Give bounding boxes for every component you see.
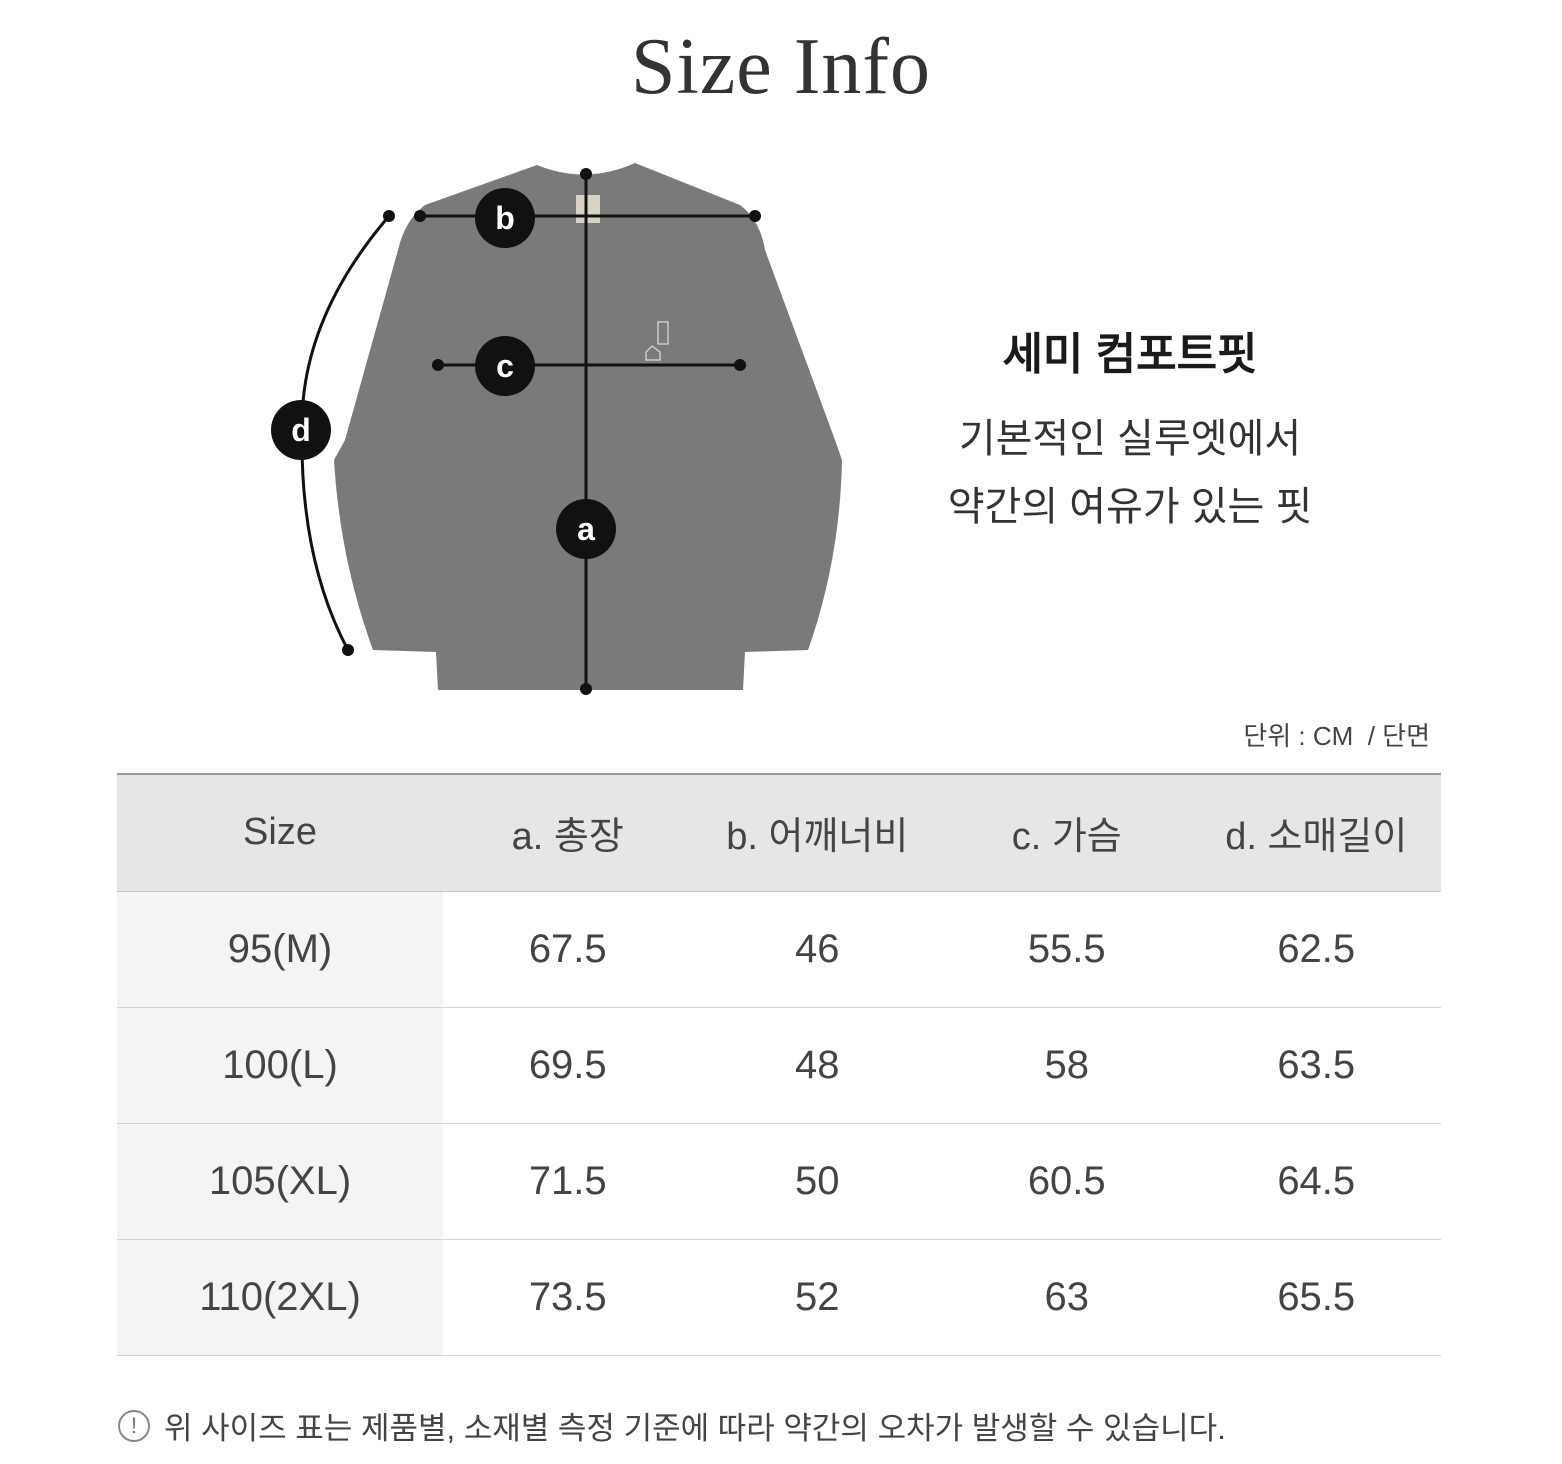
measurement-cell: 65.5 (1277, 1274, 1356, 1319)
header-chest: c. 가슴 (1011, 816, 1122, 859)
measurement-cell: 63.5 (1277, 1042, 1356, 1087)
size-diagram: b c d a (271, 163, 842, 695)
chest-logo (645, 321, 669, 361)
exclamation-circle-icon: ! (118, 1409, 150, 1442)
measurement-cell: 69.5 (528, 1042, 607, 1087)
marker-a-label: a (577, 511, 595, 547)
measurement-cell: 58 (1044, 1042, 1090, 1087)
marker-c-label: c (496, 348, 514, 384)
marker-d-label: d (291, 412, 311, 448)
size-table: Size a. 총장 b. 어깨너비 c. 가슴 d. 소매길이 95(M) 67… (117, 773, 1441, 1356)
measurement-cell: 50 (795, 1158, 840, 1203)
size-cell: 105(XL) (117, 1123, 443, 1239)
measurement-cell: 73.5 (528, 1274, 607, 1319)
marker-d (271, 400, 331, 460)
header-sleeve-length: d. 소매길이 (1225, 816, 1408, 859)
header-size: Size (243, 811, 317, 854)
table-header-row: Size a. 총장 b. 어깨너비 c. 가슴 d. 소매길이 (117, 774, 1441, 891)
fit-description-line: 약간의 여유가 있는 핏 (947, 485, 1313, 529)
size-cell: 110(2XL) (117, 1239, 443, 1355)
measurement-cell: 67.5 (528, 926, 607, 971)
fit-description: 기본적인 실루엣에서 약간의 여유가 있는 핏 (900, 405, 1360, 541)
marker-b-label: b (495, 200, 515, 236)
measurement-cell: 62.5 (1277, 926, 1356, 971)
measurement-cell: 52 (795, 1274, 840, 1319)
sweatshirt-image (334, 163, 842, 690)
table-row: 100(L) 69.5 48 58 63.5 (117, 1007, 1441, 1123)
measurement-cell: 71.5 (528, 1158, 607, 1203)
measurement-cell: 55.5 (1027, 926, 1106, 971)
marker-b (475, 188, 535, 248)
fit-name: 세미 컴포트핏 (1002, 330, 1258, 379)
marker-a (556, 499, 616, 559)
disclaimer-note: ! 위 사이즈 표는 제품별, 소재별 측정 기준에 따라 약간의 오차가 발생… (118, 1403, 1226, 1448)
page-title: Size Info (630, 23, 931, 111)
header-total-length: a. 총장 (511, 816, 624, 859)
size-cell: 95(M) (117, 891, 443, 1007)
measurement-cell: 64.5 (1277, 1158, 1356, 1203)
table-row: 110(2XL) 73.5 52 63 65.5 (117, 1239, 1441, 1355)
table-row: 105(XL) 71.5 50 60.5 64.5 (117, 1123, 1441, 1239)
marker-c (475, 336, 535, 396)
size-cell: 100(L) (117, 1007, 443, 1123)
fit-description-line: 기본적인 실루엣에서 (958, 417, 1302, 461)
table-row: 95(M) 67.5 46 55.5 62.5 (117, 891, 1441, 1007)
neck-label (576, 195, 600, 223)
measurement-cell: 63 (1044, 1274, 1090, 1319)
header-shoulder-width: b. 어깨너비 (726, 816, 909, 859)
measurement-cell: 48 (795, 1042, 840, 1087)
measurement-cell: 46 (795, 926, 840, 971)
measurement-cell: 60.5 (1027, 1158, 1106, 1203)
unit-label: 단위 : CM / 단면 (1243, 721, 1430, 751)
disclaimer-text: 위 사이즈 표는 제품별, 소재별 측정 기준에 따라 약간의 오차가 발생할 … (164, 1411, 1226, 1446)
